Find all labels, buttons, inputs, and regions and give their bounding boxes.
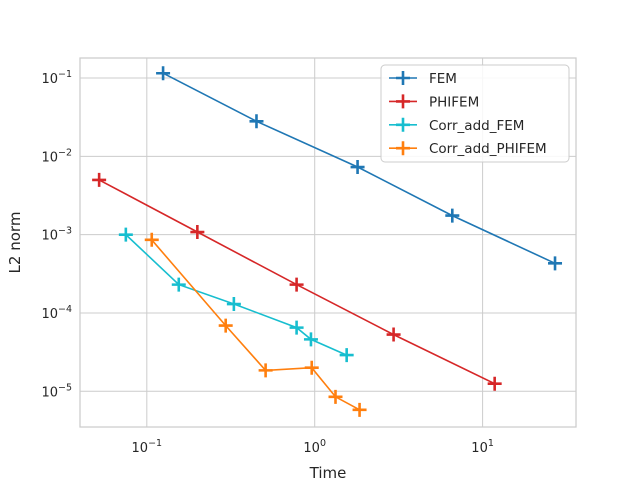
y-tick-label: 10−1 <box>41 69 72 87</box>
legend-entry: PHIFEM <box>389 94 479 110</box>
data-point <box>289 277 304 292</box>
series-corr-add-fem <box>118 227 354 363</box>
data-point <box>92 172 107 187</box>
series-fem <box>156 66 563 271</box>
legend-marker <box>396 94 410 109</box>
data-point <box>258 363 273 378</box>
data-point <box>218 318 233 333</box>
legend-entry: Corr_add_FEM <box>389 117 524 134</box>
x-tick-labels: 10−1 100 101 <box>132 438 494 456</box>
data-point <box>548 256 563 271</box>
legend-marker <box>396 71 410 85</box>
data-point <box>144 232 159 247</box>
data-point <box>171 277 186 292</box>
data-point <box>386 327 401 342</box>
series-phifem <box>92 172 502 391</box>
data-point <box>303 332 318 347</box>
legend-box <box>380 64 570 163</box>
data-point <box>249 114 264 129</box>
y-tick-label: 10−2 <box>41 147 72 165</box>
data-point <box>118 227 133 242</box>
x-axis-label: Time <box>309 464 347 480</box>
legend-label: PHIFEM <box>429 94 479 110</box>
x-tick-label: 10−1 <box>132 438 163 456</box>
y-tick-label: 10−3 <box>41 226 72 244</box>
legend-marker <box>396 141 410 156</box>
y-tick-label: 10−4 <box>41 304 72 322</box>
data-point <box>190 225 205 240</box>
series-line <box>151 239 360 411</box>
x-tick-label: 101 <box>471 438 494 456</box>
legend-label: FEM <box>429 71 457 87</box>
legend-label: Corr_add_PHIFEM <box>429 141 547 157</box>
data-point <box>445 208 460 223</box>
data-point <box>156 66 171 81</box>
data-point <box>328 389 343 404</box>
legend-label: Corr_add_FEM <box>429 118 524 134</box>
series-layer <box>92 66 563 417</box>
legend-entry: Corr_add_PHIFEM <box>389 141 547 157</box>
data-point <box>289 320 304 335</box>
y-tick-label: 10−5 <box>41 382 72 400</box>
legend-entry: FEM <box>389 71 457 87</box>
legend: FEM PHIFEM Corr_add_FEM Corr_add_PHIFEM <box>380 64 570 163</box>
y-tick-labels: 10−1 10−2 10−3 10−4 10−5 <box>41 69 72 400</box>
x-tick-label: 100 <box>303 438 326 456</box>
data-point <box>304 360 319 375</box>
y-axis-label: L2 norm <box>6 212 24 274</box>
series-corr-add-phifem <box>144 232 367 417</box>
data-point <box>339 348 354 363</box>
series-line <box>125 234 348 356</box>
data-point <box>350 160 365 175</box>
plot-frame <box>79 57 577 428</box>
data-point <box>352 402 367 417</box>
data-point <box>487 376 502 391</box>
legend-marker <box>396 117 410 132</box>
data-point <box>226 297 241 312</box>
